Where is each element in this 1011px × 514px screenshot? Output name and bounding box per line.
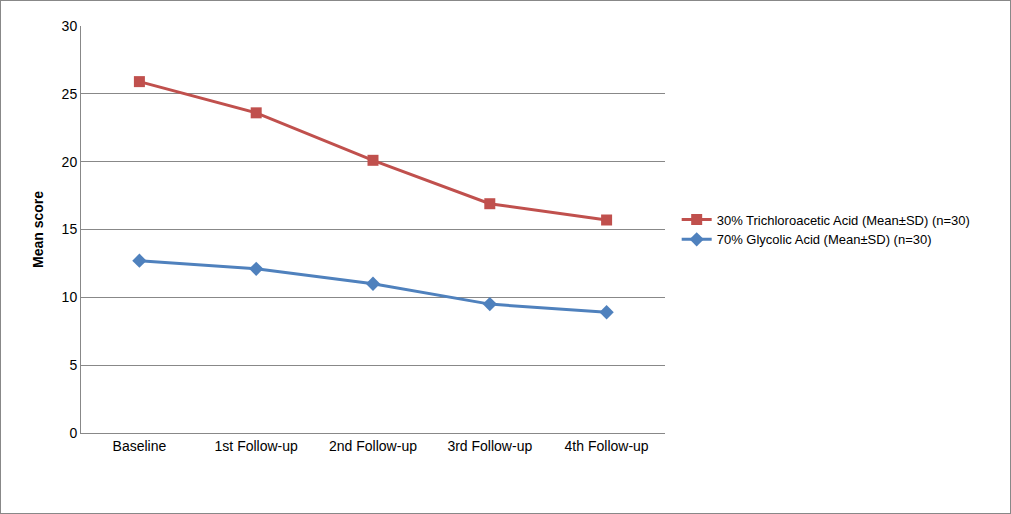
svg-text:1st Follow-up: 1st Follow-up <box>215 438 298 454</box>
svg-text:Baseline: Baseline <box>113 438 167 454</box>
svg-text:0: 0 <box>69 425 77 441</box>
svg-text:10: 10 <box>62 289 78 305</box>
svg-text:5: 5 <box>69 357 77 373</box>
svg-text:3rd Follow-up: 3rd Follow-up <box>447 438 532 454</box>
svg-text:30: 30 <box>62 18 78 34</box>
svg-text:25: 25 <box>62 86 78 102</box>
svg-text:2nd Follow-up: 2nd Follow-up <box>329 438 417 454</box>
svg-text:70% Glycolic Acid (Mean±SD) (n: 70% Glycolic Acid (Mean±SD) (n=30) <box>717 232 932 247</box>
svg-text:15: 15 <box>62 221 78 237</box>
svg-text:20: 20 <box>62 154 78 170</box>
svg-text:4th Follow-up: 4th Follow-up <box>565 438 649 454</box>
svg-text:Mean score: Mean score <box>30 191 46 268</box>
svg-text:30% Trichloroacetic Acid (Mean: 30% Trichloroacetic Acid (Mean±SD) (n=30… <box>717 213 970 228</box>
